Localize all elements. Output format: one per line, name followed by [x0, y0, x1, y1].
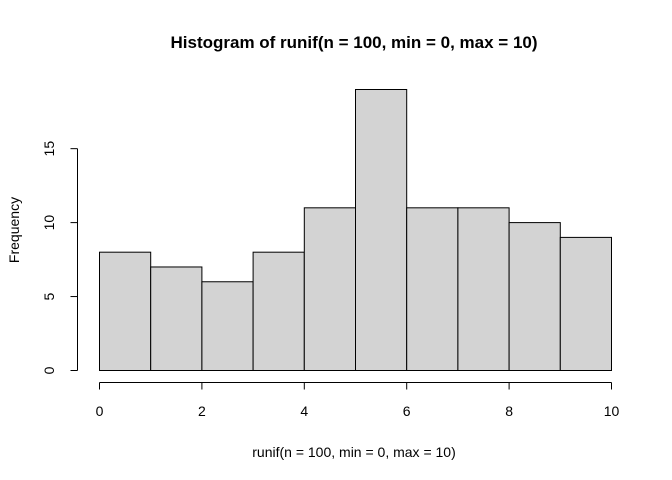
histogram-bar-2	[201, 281, 254, 371]
histogram-bar-3	[252, 251, 305, 371]
histogram-bar-6	[406, 207, 459, 371]
histogram-bar-0	[99, 251, 152, 371]
y-tick-label: 10	[41, 215, 57, 231]
histogram-bar-7	[457, 207, 510, 371]
y-axis-label: Frequency	[6, 197, 22, 263]
bars-group	[99, 89, 612, 372]
y-tick-label: 15	[41, 141, 57, 157]
x-axis: 0 2 4 6 8 10	[96, 382, 620, 419]
y-axis: 0 5 10 15	[41, 141, 78, 374]
histogram-bar-5	[355, 89, 408, 371]
x-tick-label: 8	[505, 403, 513, 419]
x-tick-label: 6	[403, 403, 411, 419]
chart-title: Histogram of runif(n = 100, min = 0, max…	[170, 33, 537, 52]
x-axis-label: runif(n = 100, min = 0, max = 10)	[252, 444, 456, 460]
x-tick-label: 4	[300, 403, 308, 419]
histogram-bar-9	[559, 236, 612, 371]
histogram-bar-8	[508, 222, 561, 371]
x-tick-label: 10	[604, 403, 620, 419]
histogram-bar-1	[150, 266, 203, 372]
x-tick-label: 2	[198, 403, 206, 419]
histogram-bar-4	[303, 207, 356, 371]
y-tick-label: 5	[41, 292, 57, 300]
y-tick-label: 0	[41, 366, 57, 374]
x-tick-label: 0	[96, 403, 104, 419]
